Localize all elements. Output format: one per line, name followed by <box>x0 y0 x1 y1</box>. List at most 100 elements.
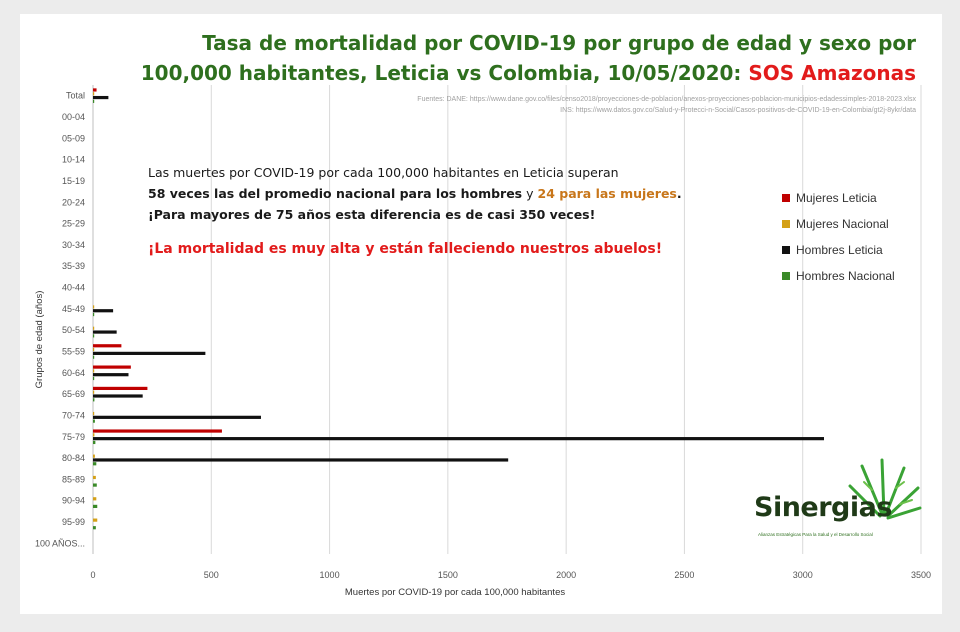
y-tick-label: 95-99 <box>62 517 85 527</box>
y-tick-label: 60-64 <box>62 368 85 378</box>
bar <box>93 454 95 458</box>
y-tick-label: 10-14 <box>62 155 85 165</box>
bar <box>93 312 95 317</box>
note-alert: ¡La mortalidad es muy alta y están falle… <box>148 241 663 257</box>
legend-label: Mujeres Leticia <box>796 191 877 205</box>
y-tick-label: 15-19 <box>62 176 85 186</box>
annotation: Las muertes por COVID-19 por cada 100,00… <box>148 162 682 260</box>
y-tick-label: 45-49 <box>62 304 85 314</box>
legend-item-hombres-nacional: Hombres Nacional <box>782 263 895 289</box>
bar <box>93 376 95 381</box>
bar <box>93 462 97 466</box>
y-tick-label: 20-24 <box>62 197 85 207</box>
bar <box>93 386 148 391</box>
title-highlight: SOS Amazonas <box>748 61 916 85</box>
y-axis-label: Grupos de edad (años) <box>34 291 45 389</box>
x-tick-label: 3500 <box>911 570 931 580</box>
title-line-2-text: 100,000 habitantes, Leticia vs Colombia,… <box>140 61 749 85</box>
sinergias-logo: Sinergias Alianzas Estratégicas Para la … <box>754 458 924 548</box>
chart-card: 0 500 1000 1500 2000 2500 3000 3500 Total 00-04 05… <box>20 14 942 614</box>
bar <box>93 411 95 416</box>
legend: Mujeres Leticia Mujeres Nacional Hombres… <box>782 185 895 289</box>
note-and: y <box>522 186 538 201</box>
bar <box>93 351 206 355</box>
bar <box>93 88 97 92</box>
bars <box>93 88 825 530</box>
legend-item-mujeres-nacional: Mujeres Nacional <box>782 211 895 237</box>
legend-swatch <box>782 219 790 228</box>
y-tick-label: 100 AÑOS... <box>35 538 85 548</box>
bar <box>93 429 222 433</box>
source-dane: Fuentes: DANE: https://www.dane.gov.co/f… <box>417 96 916 103</box>
x-tick-label: 500 <box>204 570 219 580</box>
note-line-2: 58 veces las del promedio nacional para … <box>148 183 682 204</box>
y-tick-label: 25-29 <box>62 219 85 229</box>
note-women: 24 para las mujeres <box>537 186 677 201</box>
x-tick-label: 2000 <box>556 570 576 580</box>
y-tick-label: 40-44 <box>62 283 85 293</box>
bar <box>93 518 98 522</box>
y-tick-label: 80-84 <box>62 453 85 463</box>
y-tick-label: 90-94 <box>62 496 85 506</box>
bar <box>93 419 95 423</box>
y-tick-label: 75-79 <box>62 432 85 442</box>
x-tick-label: 2500 <box>674 570 694 580</box>
tick-labels: 0 500 1000 1500 2000 2500 3000 3500 Total 00-04 05… <box>35 91 931 580</box>
legend-label: Mujeres Nacional <box>796 217 889 231</box>
bar <box>93 369 95 373</box>
chart: 0 500 1000 1500 2000 2500 3000 3500 Total 00-04 05… <box>34 85 931 598</box>
legend-label: Hombres Nacional <box>796 269 895 283</box>
y-tick-label: 35-39 <box>62 261 85 271</box>
chart-title: Tasa de mortalidad por COVID-19 por grup… <box>141 28 916 88</box>
bar <box>93 458 509 462</box>
bar <box>93 99 95 103</box>
y-tick-label: 55-59 <box>62 346 85 356</box>
x-tick-label: 3000 <box>793 570 813 580</box>
source-ins: INS: https://www.datos.gov.co/Salud-y-Pr… <box>560 107 916 114</box>
bar <box>93 92 95 96</box>
bar <box>93 526 96 530</box>
y-tick-label: 05-09 <box>62 133 85 143</box>
bar <box>93 433 95 437</box>
note-men: 58 veces las del promedio nacional para … <box>148 186 523 201</box>
bar <box>93 497 97 501</box>
grid-lines <box>92 85 922 554</box>
title-line-1: Tasa de mortalidad por COVID-19 por grup… <box>202 31 916 55</box>
y-tick-label: 50-54 <box>62 325 85 335</box>
bar <box>93 504 98 509</box>
bar <box>93 344 122 348</box>
bar <box>93 309 114 313</box>
bar <box>93 373 129 377</box>
note-line-3: ¡Para mayores de 75 años esta diferencia… <box>148 204 682 225</box>
legend-item-hombres-leticia: Hombres Leticia <box>782 237 895 263</box>
legend-label: Hombres Leticia <box>796 243 883 257</box>
note-line-1: Las muertes por COVID-19 por cada 100,00… <box>148 165 619 180</box>
bar <box>93 326 95 330</box>
bar <box>93 475 96 480</box>
bar <box>93 440 96 445</box>
bar <box>93 334 95 338</box>
x-tick-label: 1000 <box>320 570 340 580</box>
legend-swatch <box>782 193 790 202</box>
bar <box>93 355 95 359</box>
x-tick-label: 1500 <box>438 570 458 580</box>
legend-swatch <box>782 245 790 254</box>
note-elderly: ¡Para mayores de 75 años esta diferencia… <box>148 207 596 222</box>
title-line-2: 100,000 habitantes, Leticia vs Colombia,… <box>141 58 916 88</box>
bar <box>93 390 95 394</box>
x-axis-label: Muertes por COVID-19 por cada 100,000 ha… <box>345 587 565 598</box>
y-tick-label: 00-04 <box>62 112 85 122</box>
y-tick-label: 70-74 <box>62 410 85 420</box>
bar <box>93 305 95 309</box>
bar <box>93 437 825 441</box>
y-tick-label: 65-69 <box>62 389 85 399</box>
logo-name: Sinergias <box>754 492 892 523</box>
palm-leaf-icon <box>848 458 922 520</box>
bar <box>93 394 143 398</box>
y-tick-label: Total <box>66 91 85 101</box>
legend-item-mujeres-leticia: Mujeres Leticia <box>782 185 895 211</box>
bar <box>93 415 261 419</box>
bar <box>93 483 97 487</box>
logo-tagline: Alianzas Estratégicas Para la Salud y el… <box>758 532 873 537</box>
x-tick-label: 0 <box>90 570 95 580</box>
